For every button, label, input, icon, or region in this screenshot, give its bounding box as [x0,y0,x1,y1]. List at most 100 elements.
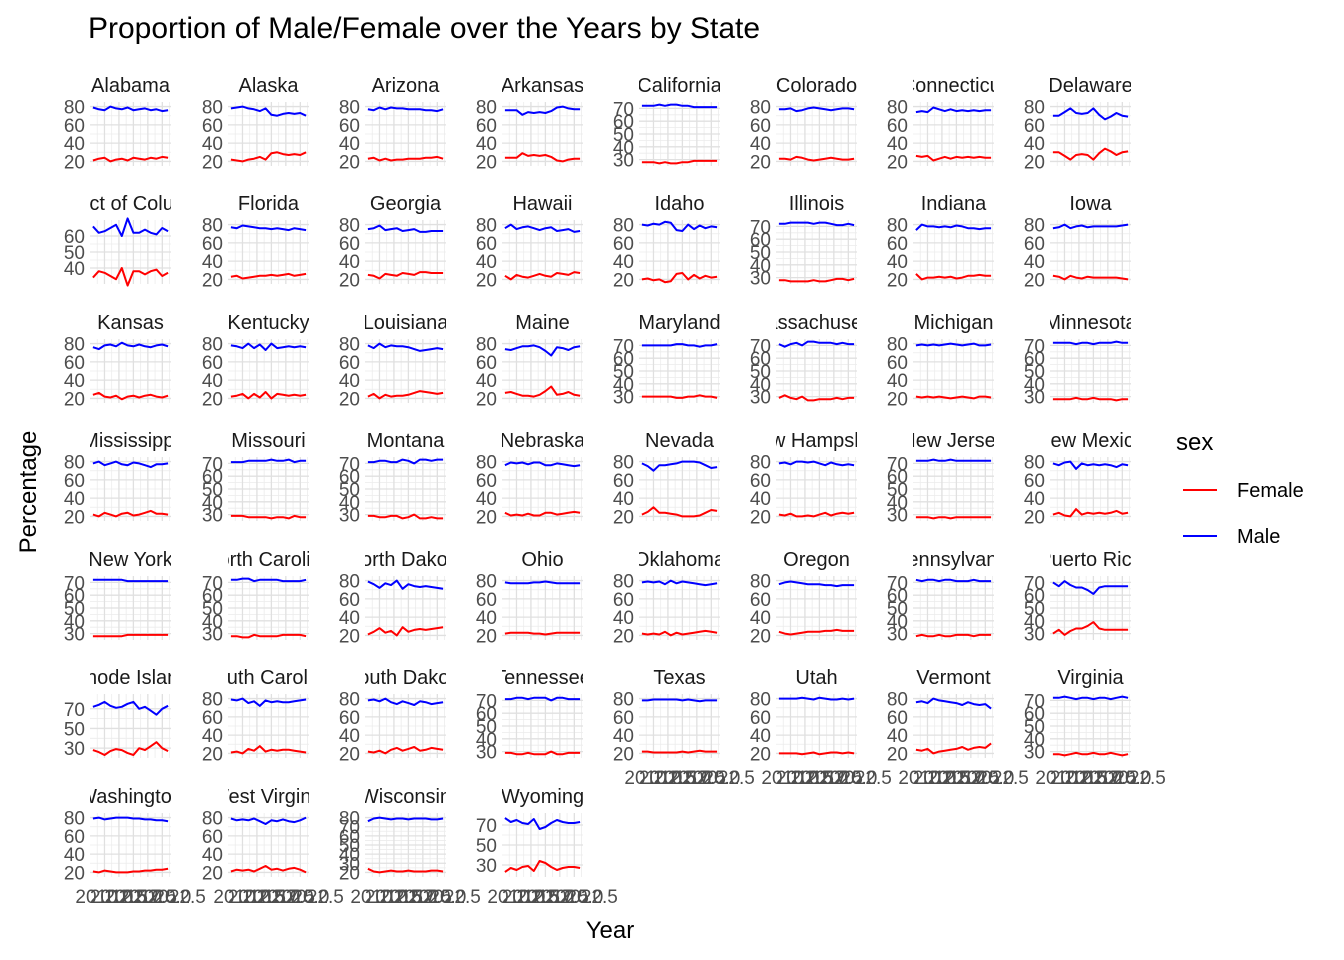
grid-montana [365,457,446,521]
y-tick-label: 40 [476,371,497,392]
y-tick-label: 20 [339,270,360,291]
facet-label-utah: Utah [795,667,837,689]
y-tick-label: 70 [202,573,223,594]
grid-north-carolina [228,576,309,640]
male-line-virginia [1052,695,1129,701]
y-tick-label: 60 [887,234,908,255]
y-tick-label: 70 [887,454,908,475]
y-tick-label: 50 [64,243,85,264]
grid-iowa [1050,220,1131,284]
y-tick-label: 60 [339,353,360,374]
grid-minnesota [1050,339,1131,403]
female-line-alabama [92,155,169,163]
y-tick-label: 80 [1024,453,1045,474]
y-tick-label: 60 [750,349,771,370]
male-line-oregon [778,580,855,588]
y-tick-label: 60 [202,353,223,374]
x-tick-label: 2020.0 [133,887,191,908]
male-line-utah [778,696,855,701]
male-line-nevada [641,460,718,472]
y-tick-label: 80 [750,98,771,119]
facet-label-maryland: Maryland [638,312,720,334]
y-tick-label: 40 [339,134,360,155]
grid-washington [90,813,171,877]
y-tick-label: 60 [64,586,85,607]
female-line-maryland [641,394,718,399]
male-line-oklahoma [641,579,718,587]
facet-label-oregon: Oregon [783,549,850,571]
y-tick-label: 40 [1024,489,1045,510]
x-tick-label: 2012.5 [90,887,148,908]
y-tick-label: 40 [202,371,223,392]
y-tick-label: 20 [613,626,634,647]
female-line-massachusetts [778,394,855,402]
y-tick-label: 70 [476,816,497,837]
facet-label-montana: Montana [367,430,446,452]
x-tick-label: 2012.5 [639,768,697,789]
y-tick-label: 20 [750,744,771,765]
male-line-ohio [504,580,581,585]
x-tick-label: 2022.5 [148,887,206,908]
x-tick-label: 2022.5 [1108,768,1166,789]
female-line-california [641,159,718,165]
facet-label-south-dakota: South Dakota [345,667,467,689]
x-tick-label: 2015.0 [242,887,300,908]
female-line-utah [778,751,855,756]
male-line-north-dakota [367,579,444,590]
x-tick-label: 2015.0 [104,887,162,908]
facet-label-nebraska: Nebraska [500,430,586,452]
y-tick-label: 20 [750,152,771,173]
female-line-district-of-columbia [92,267,169,287]
male-line-wisconsin [367,816,444,823]
female-line-south-dakota [367,746,444,755]
y-tick-label: 70 [750,217,771,238]
y-tick-label: 80 [887,335,908,356]
y-axis-title: Percentage [15,431,42,554]
y-tick-label: 50 [476,717,497,738]
x-tick-label: 2020.0 [271,887,329,908]
female-line-oregon [778,628,855,636]
y-tick-label: 20 [887,389,908,410]
y-tick-label: 70 [613,99,634,120]
male-line-hawaii [504,223,581,233]
facet-label-alabama: Alabama [91,75,171,97]
facet-label-illinois: Illinois [789,193,845,215]
y-tick-label: 30 [613,388,634,409]
y-tick-label: 20 [476,507,497,528]
y-tick-label: 40 [750,375,771,396]
y-tick-label: 80 [202,690,223,711]
y-tick-label: 40 [613,489,634,510]
y-tick-label: 20 [339,152,360,173]
x-tick-label: 2012.5 [776,768,834,789]
x-tick-label: 2015.0 [1064,768,1122,789]
x-tick-label: 2010.0 [350,887,408,908]
y-tick-label: 60 [613,590,634,611]
female-line-new-jersey [915,516,992,520]
female-line-hawaii [504,271,581,281]
facet-label-michigan: Michigan [913,312,993,334]
x-tick-label: 2017.5 [394,887,452,908]
legend: sex Female Male [1176,429,1304,548]
y-tick-label: 20 [887,744,908,765]
facet-label-hawaii: Hawaii [512,193,572,215]
y-tick-label: 60 [750,471,771,492]
y-tick-label: 60 [1024,116,1045,137]
female-line-vermont [915,742,992,755]
male-line-idaho [641,220,718,232]
female-line-maine [504,385,581,398]
y-tick-label: 40 [750,608,771,629]
y-tick-label: 60 [1024,704,1045,725]
female-line-puerto-rico [1052,621,1129,636]
grid-florida [228,220,309,284]
grid-arkansas [502,102,583,166]
male-line-louisiana [367,342,444,352]
y-tick-label: 60 [476,234,497,255]
